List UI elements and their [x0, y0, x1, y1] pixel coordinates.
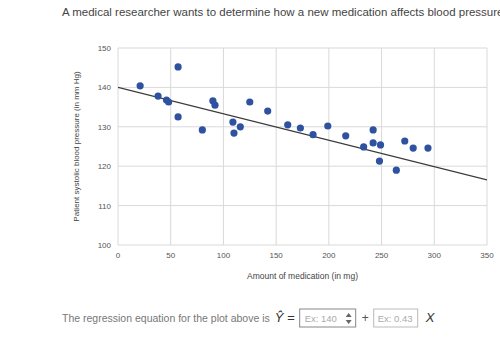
- x-axis-label: Amount of medication (in mg): [247, 271, 358, 281]
- point: [393, 167, 400, 174]
- x-tick-label: 0: [116, 251, 121, 260]
- x-tick-label: 150: [269, 251, 283, 260]
- point: [309, 131, 316, 138]
- y-tick-label: 100: [98, 241, 112, 250]
- y-tick-label: 130: [98, 123, 112, 132]
- plot-area: [118, 63, 487, 180]
- point: [360, 143, 367, 150]
- grid-line: [170, 48, 171, 245]
- y-axis-label: Patient systolic blood pressure (in mm H…: [72, 71, 81, 222]
- point: [237, 123, 244, 130]
- title: A medical researcher wants to determine …: [62, 6, 500, 18]
- grid-line: [276, 48, 277, 245]
- point: [376, 157, 383, 164]
- point: [370, 139, 377, 146]
- point: [199, 126, 206, 133]
- grid-line: [223, 48, 224, 245]
- grid-line: [434, 48, 435, 245]
- y-tick-label: 140: [98, 83, 112, 92]
- point: [246, 98, 253, 105]
- grid-line: [118, 48, 487, 49]
- point: [324, 122, 331, 129]
- x-variable: X: [425, 310, 436, 325]
- spinner: [346, 313, 352, 324]
- y-hat: Ŷ =: [275, 310, 295, 325]
- grid-line: [118, 205, 487, 206]
- plus: +: [362, 311, 369, 325]
- point: [284, 121, 291, 128]
- point: [174, 63, 181, 70]
- grid-line: [118, 87, 487, 88]
- point: [165, 98, 172, 105]
- input-placeholder: Ex: 0.43: [378, 313, 413, 324]
- y-tick-label: 110: [98, 202, 111, 211]
- grid-line: [487, 48, 488, 245]
- x-tick-label: 200: [322, 251, 336, 260]
- x-tick-label: 300: [428, 251, 442, 260]
- point: [264, 107, 271, 114]
- grid-line: [118, 245, 487, 246]
- point: [370, 126, 377, 133]
- point: [297, 124, 304, 131]
- point: [377, 141, 384, 148]
- x-tick-label: 350: [480, 251, 494, 260]
- point: [342, 132, 349, 139]
- grid-line: [328, 48, 329, 245]
- chart: A medical researcher wants to determine …: [0, 0, 500, 348]
- point: [229, 118, 236, 125]
- input-box[interactable]: [300, 309, 356, 327]
- point: [154, 92, 161, 99]
- point: [424, 144, 431, 151]
- grid-line: [118, 48, 119, 245]
- y-tick-label: 120: [98, 162, 112, 171]
- y-tick-label: 150: [98, 44, 112, 53]
- input-placeholder: Ex: 140: [305, 313, 337, 324]
- equation-text: The regression equation for the plot abo…: [62, 312, 270, 324]
- point: [410, 144, 417, 151]
- x-tick-label: 50: [166, 251, 175, 260]
- x-tick-label: 100: [217, 251, 231, 260]
- x-tick-label: 250: [375, 251, 389, 260]
- point: [211, 102, 218, 109]
- point: [230, 130, 237, 137]
- point: [174, 113, 181, 120]
- point: [401, 137, 408, 144]
- regression-line: [118, 87, 487, 180]
- input-box[interactable]: [374, 309, 418, 327]
- point: [137, 82, 144, 89]
